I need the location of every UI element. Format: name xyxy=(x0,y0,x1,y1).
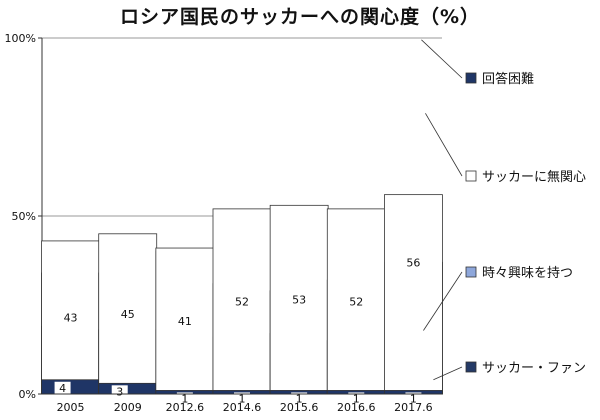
data-label: 45 xyxy=(121,308,135,321)
data-label: 1 xyxy=(239,392,246,405)
y-tick-label: 100% xyxy=(5,32,36,45)
x-tick-label: 2016.6 xyxy=(337,401,376,414)
data-label: 1 xyxy=(296,392,303,405)
legend-leader-line xyxy=(421,39,463,79)
x-tick-label: 2017.6 xyxy=(394,401,433,414)
data-label: 1 xyxy=(410,392,417,405)
data-label: 43 xyxy=(64,311,78,324)
bar-segment xyxy=(212,208,272,395)
x-tick-label: 2012.6 xyxy=(166,401,205,414)
data-label-bg xyxy=(111,385,128,399)
legend-leader-line xyxy=(433,366,463,381)
y-tick-label: 50% xyxy=(12,210,36,223)
data-label-bg xyxy=(405,392,422,406)
legend-label: 回答困難 xyxy=(482,71,534,87)
data-label: 52 xyxy=(349,295,363,308)
data-label: 56 xyxy=(406,256,420,269)
x-tick-label: 2014.6 xyxy=(223,401,262,414)
x-tick-label: 2005 xyxy=(57,401,85,414)
legend-label: 時々興味を持つ xyxy=(482,266,573,281)
bars: 1934434183445318404111631521172953115325… xyxy=(41,194,443,406)
data-label-bg xyxy=(176,392,193,406)
bar-segment xyxy=(98,233,158,395)
x-tick-label: 2009 xyxy=(114,401,142,414)
bar-segment xyxy=(98,382,158,395)
chart-title: ロシア国民のサッカーへの関心度（%） xyxy=(119,6,481,28)
data-label-bg xyxy=(348,392,365,406)
y-axis: 0% 50% 100% xyxy=(5,32,43,401)
legend-swatch xyxy=(465,72,477,84)
legend-swatch xyxy=(465,361,477,373)
bar-segment xyxy=(41,240,100,395)
y-tick-label: 0% xyxy=(19,388,36,401)
legend-label: サッカーに無関心 xyxy=(482,170,586,185)
bar-segment xyxy=(155,247,215,395)
legend-leader-line xyxy=(423,271,463,331)
data-label: 53 xyxy=(292,294,306,307)
x-tick-label: 2015.6 xyxy=(280,401,319,414)
data-label-bg xyxy=(54,381,71,395)
data-label: 1 xyxy=(353,392,360,405)
data-label: 41 xyxy=(178,315,192,328)
x-axis: 2005 2009 2012.6 2014.6 2015.6 2016.6 2017.6 xyxy=(42,393,442,414)
data-label: 3 xyxy=(116,385,123,398)
legend-label: サッカー・ファン xyxy=(482,361,586,376)
data-label: 52 xyxy=(235,295,249,308)
legend-swatch xyxy=(465,266,477,278)
bar-segment xyxy=(384,194,443,395)
legend-swatch xyxy=(465,170,477,182)
data-label: 1 xyxy=(181,392,188,405)
legend-leader-line xyxy=(425,113,463,177)
data-label: 4 xyxy=(59,382,66,395)
data-label-bg xyxy=(234,392,250,406)
data-label-bg xyxy=(291,392,308,406)
